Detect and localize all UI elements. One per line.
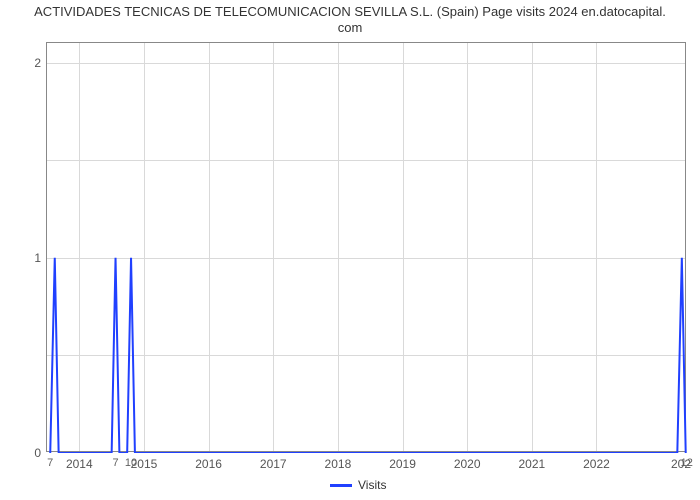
data-point-label: 7 <box>47 457 53 469</box>
x-tick-label: 2017 <box>260 457 287 471</box>
x-tick-label: 2016 <box>195 457 222 471</box>
chart-title-line2: com <box>338 20 363 35</box>
chart-legend: Visits <box>330 478 386 492</box>
y-tick-label: 2 <box>34 56 41 70</box>
data-point-label: 7 <box>112 457 118 469</box>
x-tick-label: 2019 <box>389 457 416 471</box>
x-tick-label: 2022 <box>583 457 610 471</box>
chart-plot-area: 2014201520162017201820192020202120222020… <box>46 42 686 452</box>
x-tick-label: 2018 <box>325 457 352 471</box>
legend-swatch <box>330 484 352 487</box>
data-point-label: 12 <box>681 457 693 469</box>
data-point-label: 10 <box>125 457 137 469</box>
x-tick-label: 2021 <box>518 457 545 471</box>
y-tick-label: 1 <box>34 251 41 265</box>
chart-title-line1: ACTIVIDADES TECNICAS DE TELECOMUNICACION… <box>34 4 666 19</box>
chart-title: ACTIVIDADES TECNICAS DE TELECOMUNICACION… <box>0 4 700 37</box>
legend-label: Visits <box>358 478 386 492</box>
series-line-visits <box>50 258 685 453</box>
y-tick-label: 0 <box>34 446 41 460</box>
chart-series-svg <box>47 43 687 453</box>
x-tick-label: 2014 <box>66 457 93 471</box>
x-tick-label: 2020 <box>454 457 481 471</box>
